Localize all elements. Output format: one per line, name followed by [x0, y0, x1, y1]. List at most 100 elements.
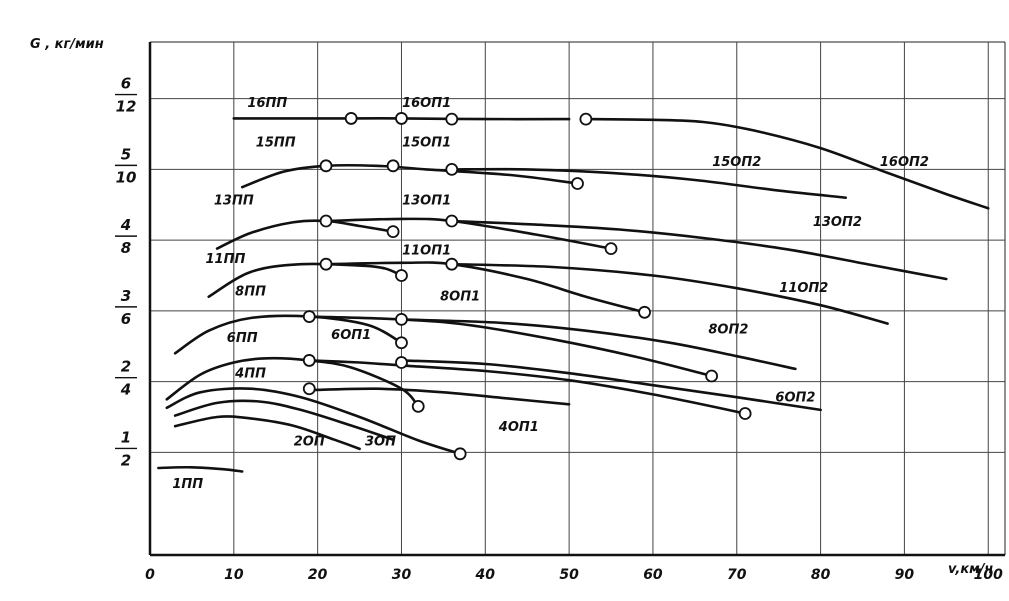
series-line-15пп — [240, 163, 579, 189]
curve-label-8оп2: 8ОП2 — [708, 323, 748, 338]
y-tick-numerator: 6 — [121, 75, 131, 93]
data-point-marker — [302, 354, 316, 367]
x-tick-label: 10 — [224, 567, 244, 583]
series-line-16оп2 — [584, 117, 990, 210]
series-line-4оп1 — [308, 387, 571, 406]
series-line-11оп1 — [324, 261, 646, 314]
data-point-marker — [445, 112, 459, 126]
y-tick-denominator: 4 — [120, 381, 131, 399]
series-line-15оп2 — [450, 167, 847, 199]
curve-label-8оп1: 8ОП1 — [440, 289, 480, 304]
series-line-6оп1 — [308, 359, 747, 415]
series-line-2пп — [173, 415, 361, 451]
data-point-marker — [386, 159, 400, 173]
series-line-6оп2 — [400, 359, 822, 412]
series-line-11оп2 — [450, 262, 889, 325]
data-point-marker — [445, 214, 459, 228]
y-tick-denominator: 8 — [121, 239, 131, 257]
curve-label-1пп: 1ПП — [172, 477, 203, 492]
series-line-13оп2 — [450, 219, 948, 281]
data-point-marker — [738, 407, 752, 420]
y-tick-label: 510 — [115, 145, 137, 186]
series-line-3пп — [173, 399, 395, 441]
series-line-1пп — [157, 465, 244, 473]
data-point-marker — [319, 159, 333, 173]
x-tick-label: 70 — [727, 567, 747, 583]
curve-label-4оп1: 4ОП1 — [498, 420, 539, 435]
data-point-marker — [411, 400, 425, 413]
curve-label-15оп2: 15ОП2 — [712, 155, 761, 170]
curve-label-4пп: 4ПП — [234, 366, 266, 381]
y-tick-label: 12 — [115, 428, 137, 469]
y-tick-denominator: 2 — [121, 451, 131, 469]
curve-label-13оп1: 13ОП1 — [402, 194, 451, 209]
curve-label-3оп: 3ОП — [365, 434, 396, 449]
curve-label-6оп1: 6ОП1 — [331, 328, 371, 343]
x-tick-label: 0 — [145, 567, 155, 583]
y-tick-numerator: 4 — [120, 216, 131, 234]
data-point-marker — [302, 382, 316, 396]
curve-label-13пп: 13ПП — [214, 194, 254, 209]
y-tick-label: 24 — [115, 358, 137, 399]
curve-label-16пп: 16ПП — [247, 96, 287, 111]
y-tick-label: 36 — [115, 287, 137, 328]
data-point-marker — [395, 336, 408, 350]
y-tick-label: 612 — [115, 75, 137, 116]
y-tick-numerator: 2 — [121, 358, 131, 376]
y-tick-numerator: 3 — [121, 287, 131, 305]
curve-label-2оп: 2ОП — [294, 434, 325, 449]
series-line-8пп — [173, 314, 403, 355]
x-tick-label: 50 — [559, 567, 579, 583]
data-point-marker — [395, 269, 408, 282]
data-point-marker — [445, 162, 459, 176]
curve-label-16оп1: 16ОП1 — [402, 96, 451, 111]
curve-labels: 1ПП 2ОП 3ОП 4ПП 6ПП 8ПП 11ПП 13ПП 15ПП 16ПП 16ОП1 1… — [172, 96, 929, 492]
x-tick-label: 100 — [974, 567, 1003, 583]
x-tick-label: 60 — [643, 567, 663, 583]
curve-label-13оп2: 13ОП2 — [813, 215, 862, 230]
data-point-marker — [571, 177, 584, 190]
curve-label-6пп: 6ПП — [227, 331, 258, 346]
data-point-marker — [638, 305, 651, 319]
data-point-marker — [395, 356, 408, 369]
series-line-6пп — [165, 356, 420, 408]
data-point-marker — [579, 112, 593, 126]
y-axis-title: G , кг/мин — [30, 37, 104, 52]
axes: G , кг/мин v,км/ч — [30, 37, 994, 577]
x-tick-label: 20 — [308, 567, 328, 583]
series-line-8оп2 — [400, 318, 797, 371]
data-point-marker — [386, 225, 400, 239]
data-point-marker — [319, 257, 333, 271]
y-tick-numerator: 5 — [121, 145, 131, 163]
series — [157, 117, 990, 473]
series-line-13оп1 — [324, 217, 613, 250]
curve-label-16оп2: 16ОП2 — [880, 155, 929, 170]
data-point-marker — [395, 312, 408, 326]
y-tick-denominator: 10 — [116, 168, 137, 186]
curve-label-11оп1: 11ОП1 — [402, 243, 451, 258]
data-point-marker — [453, 447, 467, 461]
markers — [302, 112, 752, 461]
x-tick-label: 40 — [475, 567, 496, 583]
y-tick-denominator: 6 — [121, 310, 131, 328]
series-line-13пп — [215, 219, 395, 250]
data-point-marker — [395, 112, 408, 125]
data-point-marker — [445, 257, 459, 271]
data-point-marker — [604, 242, 618, 256]
data-point-marker — [319, 214, 333, 228]
data-point-marker — [302, 310, 316, 323]
data-point-marker — [705, 369, 719, 383]
data-point-marker — [344, 112, 358, 125]
x-tick-label: 80 — [811, 567, 831, 583]
curve-label-8пп: 8ПП — [235, 284, 266, 299]
series-line-8оп1 — [308, 315, 713, 378]
y-tick-label: 48 — [115, 216, 137, 257]
x-tick-label: 90 — [895, 567, 915, 583]
curve-label-15пп: 15ПП — [256, 136, 296, 151]
curve-label-11пп: 11ПП — [206, 252, 246, 267]
y-tick-numerator: 1 — [121, 428, 131, 446]
curve-label-15оп1: 15ОП1 — [402, 136, 451, 151]
